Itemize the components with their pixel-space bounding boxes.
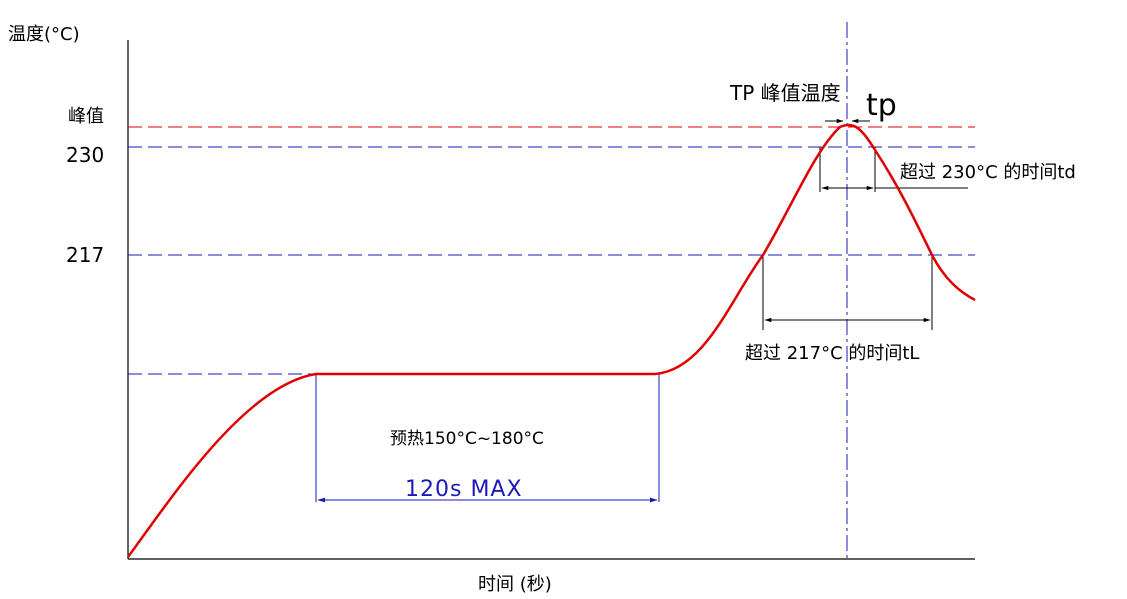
y-tick-label-217: 217 bbox=[66, 243, 104, 267]
x-axis-label: 时间 (秒) bbox=[478, 574, 552, 595]
above-217-label: 超过 217°C 的时间tL bbox=[745, 343, 919, 364]
preheat-label: 预热150°C~180°C bbox=[390, 429, 544, 449]
reflow-curve bbox=[126, 123, 976, 558]
peak-temperature-label: TP 峰值温度 bbox=[729, 81, 841, 105]
preheat-time-label: 120s MAX bbox=[405, 477, 523, 502]
y-axis-label: 温度(°C) bbox=[8, 24, 80, 45]
y-tick-label-peak: 峰值 bbox=[68, 106, 104, 127]
above-230-label: 超过 230°C 的时间td bbox=[900, 162, 1076, 183]
y-tick-label-230: 230 bbox=[66, 143, 104, 167]
tp-label: tp bbox=[866, 88, 897, 123]
